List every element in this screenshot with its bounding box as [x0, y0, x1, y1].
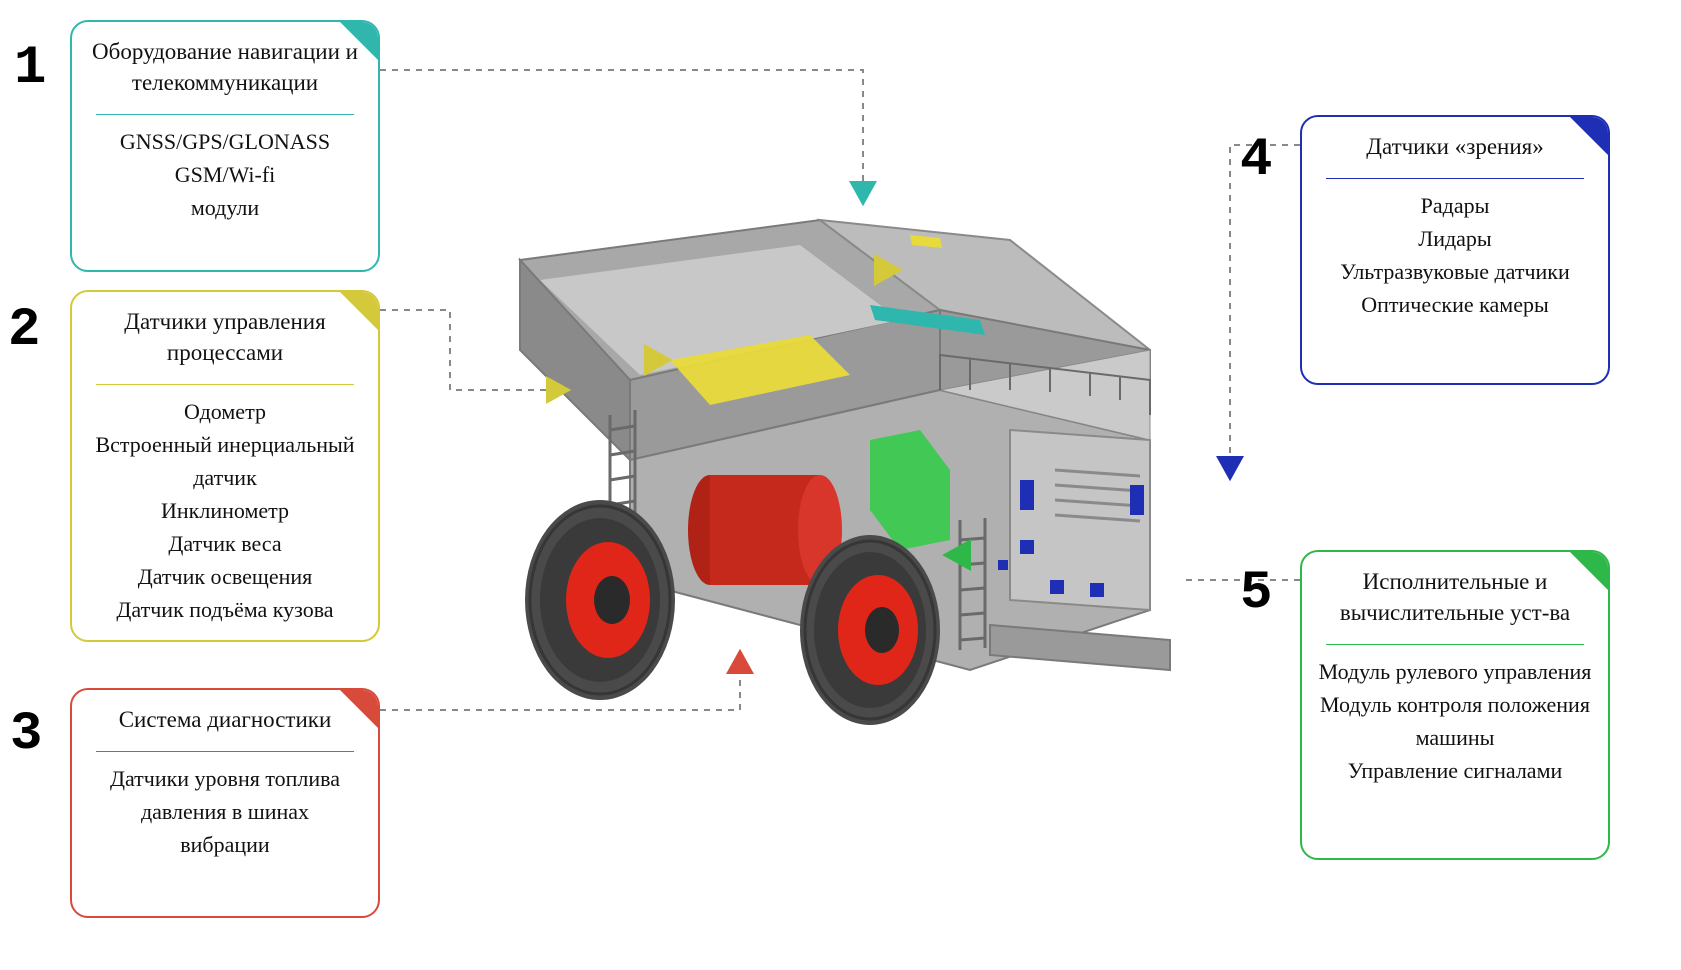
- info-box-5: Исполнительные и вычислительные уст-ва Мо…: [1300, 550, 1610, 860]
- box-number-1: 1: [14, 38, 46, 99]
- box-number-2: 2: [8, 300, 40, 361]
- box-item: Ультразвуковые датчики: [1312, 255, 1598, 288]
- box-item: давления в шинах: [82, 795, 368, 828]
- box-items: ОдометрВстроенный инерциальный датчикИнк…: [82, 395, 368, 626]
- box-item: GSM/Wi-fi: [82, 158, 368, 191]
- box-title: Система диагностики: [82, 704, 368, 745]
- box-item: Инклинометр: [82, 494, 368, 527]
- box-title: Датчики управления процессами: [82, 306, 368, 378]
- box-divider: [96, 384, 354, 385]
- box-item: Датчик подъёма кузова: [82, 593, 368, 626]
- box-item: Модуль контроля положения машины: [1312, 688, 1598, 754]
- blue-sensor: [998, 560, 1008, 570]
- box-item: Датчики уровня топлива: [82, 762, 368, 795]
- box-items: Датчики уровня топливадавления в шинахви…: [82, 762, 368, 861]
- truck-svg: [450, 180, 1190, 740]
- box-item: Радары: [1312, 189, 1598, 222]
- blue-sensor: [1090, 583, 1104, 597]
- box-item: Оптические камеры: [1312, 288, 1598, 321]
- front-wheel: [800, 535, 940, 725]
- box-title: Датчики «зрения»: [1312, 131, 1598, 172]
- box-items: Модуль рулевого управленияМодуль контрол…: [1312, 655, 1598, 787]
- box-title: Оборудование навигации и телекоммуникаци…: [82, 36, 368, 108]
- box-title: Исполнительные и вычислительные уст-ва: [1312, 566, 1598, 638]
- box-divider: [96, 751, 354, 752]
- box-item: Управление сигналами: [1312, 754, 1598, 787]
- info-box-2: Датчики управления процессами ОдометрВстр…: [70, 290, 380, 642]
- info-box-1: Оборудование навигации и телекоммуникаци…: [70, 20, 380, 272]
- box-items: GNSS/GPS/GLONASSGSM/Wi-fiмодули: [82, 125, 368, 224]
- box-item: Встроенный инерциальный датчик: [82, 428, 368, 494]
- box-number-3: 3: [10, 704, 42, 765]
- box-item: Датчик освещения: [82, 560, 368, 593]
- connector-path: [380, 70, 863, 195]
- box-item: Датчик веса: [82, 527, 368, 560]
- rear-wheel: [525, 500, 675, 700]
- box-item: Модуль рулевого управления: [1312, 655, 1598, 688]
- box-item: GNSS/GPS/GLONASS: [82, 125, 368, 158]
- box-item: Одометр: [82, 395, 368, 428]
- connector-path: [1230, 145, 1300, 470]
- box-divider: [1326, 644, 1584, 645]
- info-box-4: Датчики «зрения» РадарыЛидарыУльтразвуков…: [1300, 115, 1610, 385]
- box-items: РадарыЛидарыУльтразвуковые датчикиОптиче…: [1312, 189, 1598, 321]
- box-number-4: 4: [1240, 130, 1272, 191]
- blue-sensor: [1050, 580, 1064, 594]
- connector-arrow: [1216, 456, 1244, 481]
- blue-sensor: [1130, 485, 1144, 515]
- box-item: вибрации: [82, 828, 368, 861]
- blue-sensor: [1020, 480, 1034, 510]
- bumper: [990, 625, 1170, 670]
- truck-illustration: [450, 180, 1190, 740]
- box-number-5: 5: [1240, 563, 1272, 624]
- box-item: модули: [82, 191, 368, 224]
- box-divider: [1326, 178, 1584, 179]
- blue-sensor: [1020, 540, 1034, 554]
- box-divider: [96, 114, 354, 115]
- box-item: Лидары: [1312, 222, 1598, 255]
- info-box-3: Система диагностики Датчики уровня топлив…: [70, 688, 380, 918]
